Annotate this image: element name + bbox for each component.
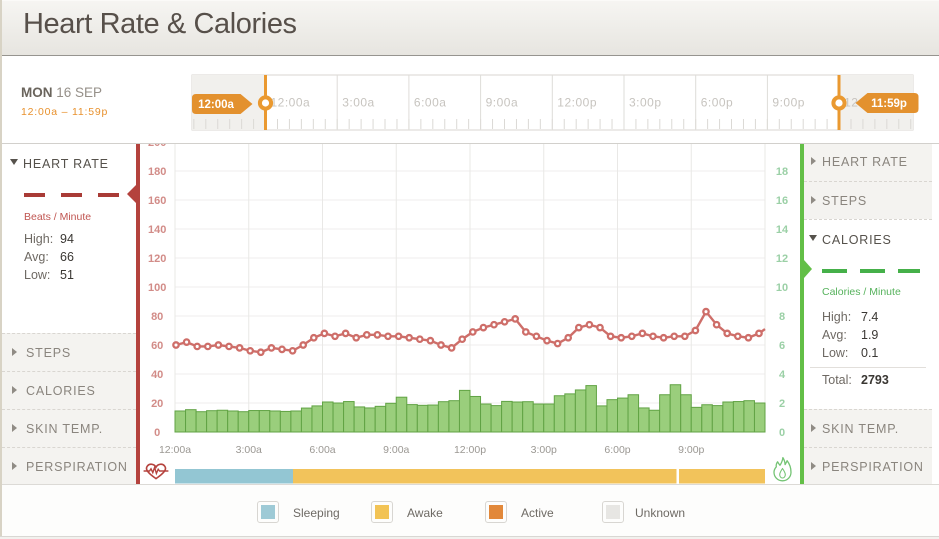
svg-text:9:00p: 9:00p	[772, 96, 805, 110]
svg-text:100: 100	[148, 282, 166, 294]
svg-text:12:00a: 12:00a	[198, 99, 234, 111]
svg-text:3:00a: 3:00a	[236, 444, 262, 456]
svg-text:80: 80	[151, 311, 163, 323]
svg-text:6:00p: 6:00p	[701, 96, 734, 110]
svg-text:200: 200	[148, 144, 166, 149]
svg-text:12:00p: 12:00p	[557, 96, 597, 110]
svg-text:9:00a: 9:00a	[486, 96, 519, 110]
svg-text:6:00a: 6:00a	[309, 444, 335, 456]
svg-text:40: 40	[151, 369, 163, 381]
svg-text:3:00p: 3:00p	[531, 444, 557, 456]
svg-text:6: 6	[779, 340, 785, 352]
svg-text:14: 14	[776, 224, 789, 236]
svg-text:16: 16	[776, 195, 788, 207]
svg-text:11:59p: 11:59p	[871, 98, 907, 110]
svg-text:6:00a: 6:00a	[414, 96, 447, 110]
svg-text:10: 10	[776, 282, 788, 294]
svg-text:120: 120	[148, 253, 166, 265]
svg-text:12: 12	[844, 96, 858, 110]
svg-text:0: 0	[154, 427, 160, 439]
svg-text:12: 12	[776, 253, 788, 265]
svg-text:140: 140	[148, 224, 166, 236]
svg-text:6:00p: 6:00p	[604, 444, 630, 456]
svg-text:3:00a: 3:00a	[342, 96, 375, 110]
svg-text:12:00a: 12:00a	[159, 444, 191, 456]
svg-text:4: 4	[779, 369, 786, 381]
svg-text:60: 60	[151, 340, 163, 352]
svg-text:18: 18	[776, 166, 788, 178]
svg-text:8: 8	[779, 311, 785, 323]
svg-text:0: 0	[779, 427, 785, 439]
svg-text:12:00a: 12:00a	[271, 96, 311, 110]
svg-text:3:00p: 3:00p	[629, 96, 662, 110]
svg-text:12:00p: 12:00p	[454, 444, 486, 456]
svg-text:160: 160	[148, 195, 166, 207]
svg-text:180: 180	[148, 166, 166, 178]
svg-text:20: 20	[151, 398, 163, 410]
svg-text:9:00p: 9:00p	[678, 444, 704, 456]
svg-text:2: 2	[779, 398, 785, 410]
svg-text:9:00a: 9:00a	[383, 444, 409, 456]
